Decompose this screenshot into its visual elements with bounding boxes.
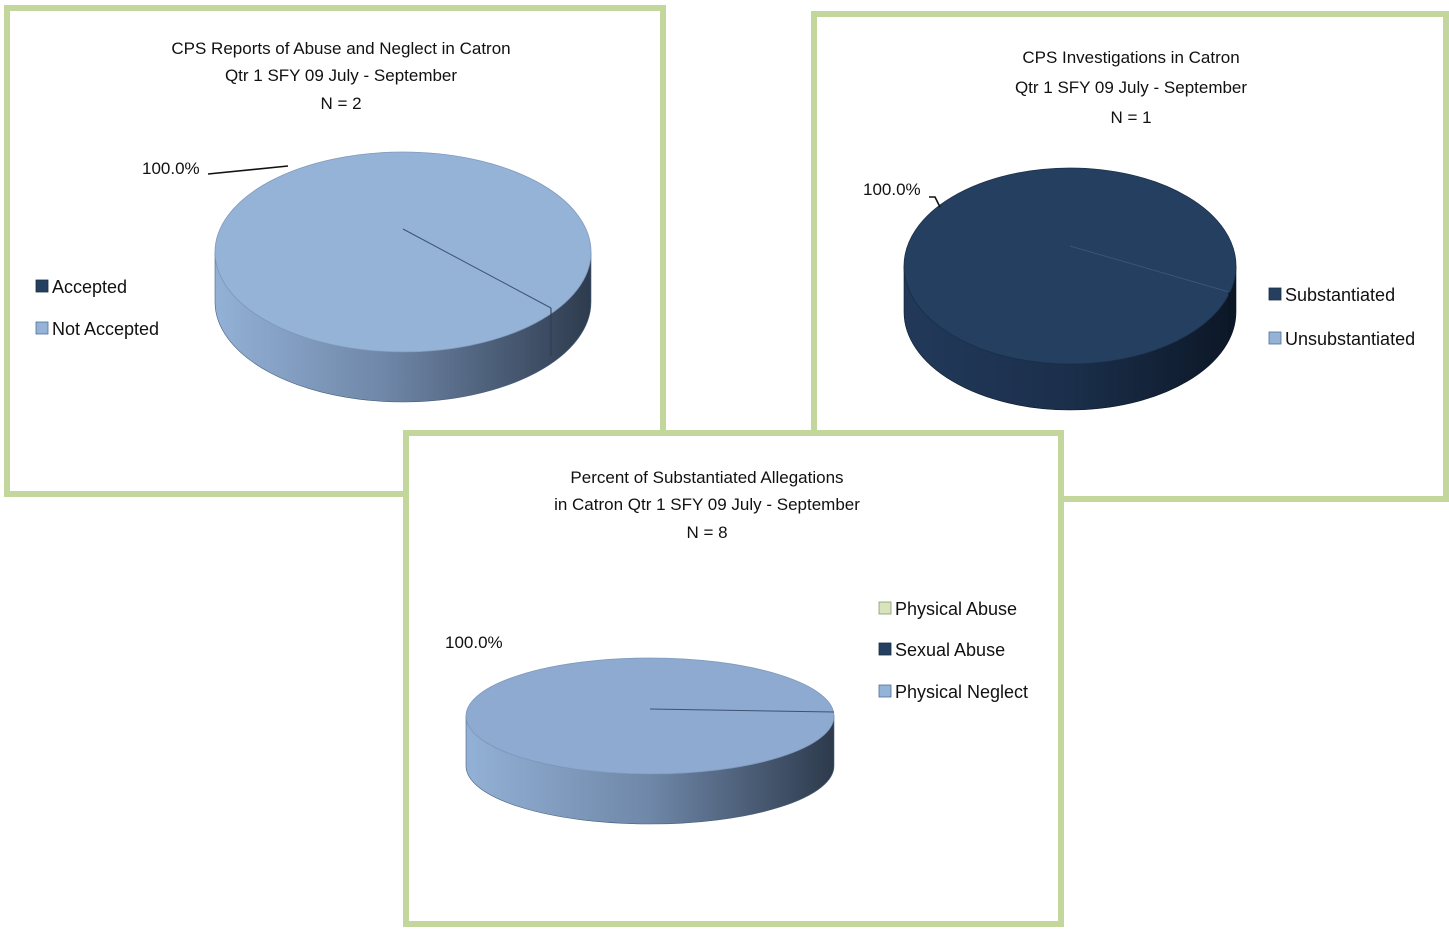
data-label-leader bbox=[207, 165, 289, 175]
legend-label-physical-neglect: Physical Neglect bbox=[895, 682, 1028, 702]
legend-label-physical-abuse: Physical Abuse bbox=[895, 599, 1017, 619]
data-label-physical-neglect: 100.0% bbox=[445, 633, 503, 652]
legend-label-unsubstantiated: Unsubstantiated bbox=[1285, 329, 1415, 349]
pie-3d bbox=[214, 151, 592, 403]
pie-3d bbox=[465, 657, 835, 825]
chart-title-line-3: N = 2 bbox=[320, 94, 361, 113]
legend-label-substantiated: Substantiated bbox=[1285, 285, 1395, 305]
chart-reports-svg: CPS Reports of Abuse and Neglect in Catr… bbox=[35, 39, 592, 403]
data-label-substantiated: 100.0% bbox=[863, 180, 921, 199]
pie-3d bbox=[903, 167, 1237, 411]
pie-slice-not-accepted bbox=[214, 151, 592, 353]
chart-allegations-svg: Percent of Substantiated Allegations in … bbox=[445, 468, 1028, 825]
chart-title-line-3: N = 1 bbox=[1110, 108, 1151, 127]
chart-title-line-1: CPS Investigations in Catron bbox=[1022, 48, 1239, 67]
pie-slice-seam bbox=[1069, 245, 1230, 293]
legend-swatch-sexual-abuse bbox=[878, 642, 892, 656]
pie-slice-physical-neglect bbox=[465, 657, 835, 775]
chart-title-line-2: Qtr 1 SFY 09 July - September bbox=[225, 66, 457, 85]
legend-label-not-accepted: Not Accepted bbox=[52, 319, 159, 339]
pie-slice-seam bbox=[402, 228, 552, 309]
chart-panel-allegations: Percent of Substantiated Allegations in … bbox=[403, 430, 1064, 927]
legend-swatch-accepted bbox=[35, 279, 49, 293]
legend-swatch-unsubstantiated bbox=[1268, 331, 1282, 345]
legend-swatch-not-accepted bbox=[35, 321, 49, 335]
chart-panel-investigations: CPS Investigations in Catron Qtr 1 SFY 0… bbox=[811, 11, 1449, 502]
legend-label-accepted: Accepted bbox=[52, 277, 127, 297]
legend-swatch-physical-abuse bbox=[878, 601, 892, 615]
chart-panel-reports: CPS Reports of Abuse and Neglect in Catr… bbox=[4, 5, 666, 497]
chart-title-line-1: CPS Reports of Abuse and Neglect in Catr… bbox=[171, 39, 510, 58]
legend-swatch-substantiated bbox=[1268, 287, 1282, 301]
chart-title-line-2: in Catron Qtr 1 SFY 09 July - September bbox=[554, 495, 860, 514]
data-label-leader bbox=[929, 196, 941, 208]
data-label-not-accepted: 100.0% bbox=[142, 159, 200, 178]
pie-slice-seam bbox=[649, 708, 835, 713]
chart-title-line-2: Qtr 1 SFY 09 July - September bbox=[1015, 78, 1247, 97]
chart-title-line-1: Percent of Substantiated Allegations bbox=[570, 468, 843, 487]
legend-label-sexual-abuse: Sexual Abuse bbox=[895, 640, 1005, 660]
legend-swatch-physical-neglect bbox=[878, 684, 892, 698]
pie-slice-substantiated bbox=[903, 167, 1237, 365]
chart-investigations-svg: CPS Investigations in Catron Qtr 1 SFY 0… bbox=[863, 48, 1415, 411]
chart-title-line-3: N = 8 bbox=[686, 523, 727, 542]
